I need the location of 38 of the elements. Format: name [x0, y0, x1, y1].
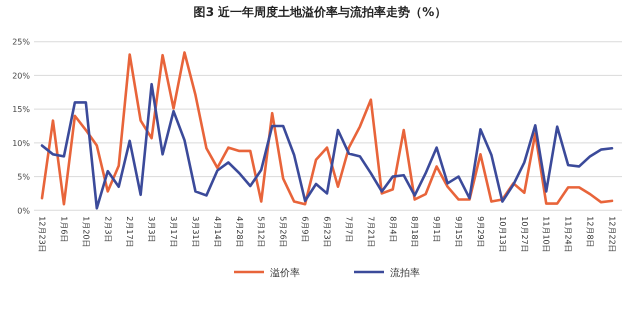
legend-label: 溢价率 — [270, 267, 300, 279]
x-tick-label: 8月4日 — [388, 216, 398, 242]
x-tick-label: 9月15日 — [454, 216, 464, 248]
y-tick-label: 10% — [12, 138, 30, 148]
x-tick-label: 4月14日 — [212, 216, 222, 248]
x-tick-label: 11月10日 — [542, 216, 551, 253]
x-tick-label: 12月8日 — [586, 216, 595, 248]
y-tick-label: 25% — [12, 38, 30, 47]
x-tick-label: 7月7日 — [344, 216, 354, 242]
x-tick-label: 3月3日 — [147, 216, 156, 242]
x-tick-label: 10月27日 — [520, 216, 529, 253]
x-tick-label: 3月31日 — [190, 216, 200, 248]
x-tick-label: 12月22日 — [608, 216, 616, 253]
x-tick-label: 2月17日 — [125, 216, 134, 248]
legend-label: 流拍率 — [390, 267, 420, 279]
x-tick-label: 5月12日 — [256, 216, 266, 248]
x-tick-label: 6月9日 — [300, 216, 310, 242]
x-tick-label: 12月23日 — [38, 216, 46, 253]
y-tick-label: 20% — [12, 71, 30, 80]
x-tick-label: 5月26日 — [278, 216, 288, 248]
y-tick-label: 15% — [12, 105, 30, 114]
x-tick-label: 3月17日 — [169, 216, 178, 248]
x-tick-label: 2月3日 — [103, 216, 112, 242]
line-series — [40, 51, 614, 206]
x-tick-label: 1月6日 — [59, 216, 68, 242]
x-tick-label: 10月13日 — [498, 216, 507, 253]
x-tick-label: 4月28日 — [234, 216, 244, 248]
x-tick-label: 6月23日 — [322, 216, 332, 248]
y-tick-label: 0% — [17, 206, 30, 216]
y-tick-label: 5% — [17, 172, 30, 182]
x-tick-label: 9月1日 — [432, 216, 442, 242]
x-tick-label: 7月21日 — [366, 216, 376, 248]
x-tick-label: 1月20日 — [81, 216, 90, 248]
x-tick-label: 11月24日 — [564, 216, 573, 253]
x-tick-label: 9月29日 — [476, 216, 485, 248]
chart-title: 图3 近一年周度土地溢价率与流拍率走势（%） — [194, 5, 446, 19]
line-series — [40, 82, 614, 210]
x-tick-label: 8月18日 — [410, 216, 420, 248]
